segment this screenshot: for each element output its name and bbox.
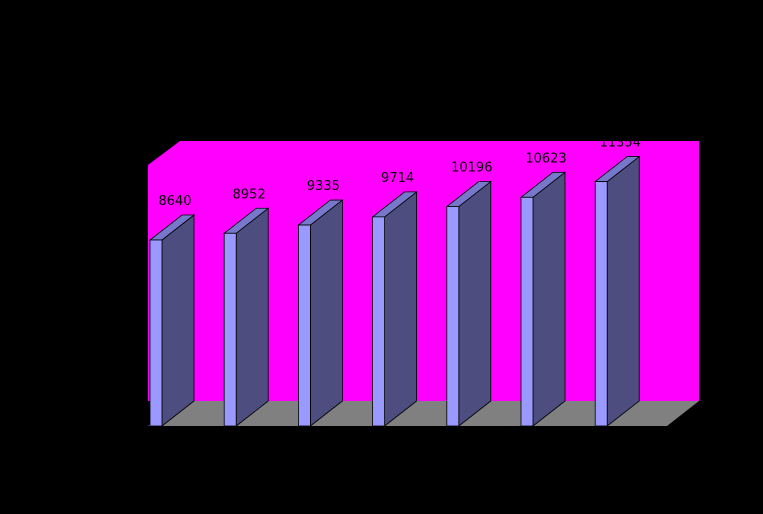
data-label: 10623: [525, 151, 566, 166]
bar-7: [594, 155, 641, 427]
bar-front: [594, 181, 608, 427]
bar-3: [297, 199, 344, 427]
bar-front: [223, 232, 237, 427]
bar-side: [606, 155, 640, 427]
bar-side: [532, 171, 566, 427]
bar-front: [297, 224, 311, 427]
bar-side: [161, 214, 195, 427]
data-label: 9714: [381, 171, 414, 186]
chart-floor: [148, 401, 699, 426]
bar-side: [384, 191, 418, 427]
data-label: 9335: [307, 179, 340, 194]
bar-side: [458, 180, 492, 427]
bar-side: [309, 199, 343, 427]
bar-1: [148, 214, 196, 427]
bars-group: [148, 155, 641, 427]
bar-side: [235, 207, 269, 427]
bar-front: [446, 206, 460, 427]
bar-front: [520, 196, 534, 427]
data-label: 8952: [233, 187, 266, 202]
data-label: 10196: [451, 161, 492, 176]
data-label: 11354: [600, 136, 641, 151]
bar-6: [519, 171, 567, 427]
data-label: 8640: [158, 194, 191, 209]
bar-5: [445, 180, 492, 427]
bar-2: [223, 207, 270, 427]
bar-front: [372, 216, 386, 427]
bar-4: [371, 191, 418, 427]
bar-front: [149, 239, 163, 427]
data-labels-group: 8640 8952 9335 9714 10196 10623 11354: [158, 136, 640, 209]
